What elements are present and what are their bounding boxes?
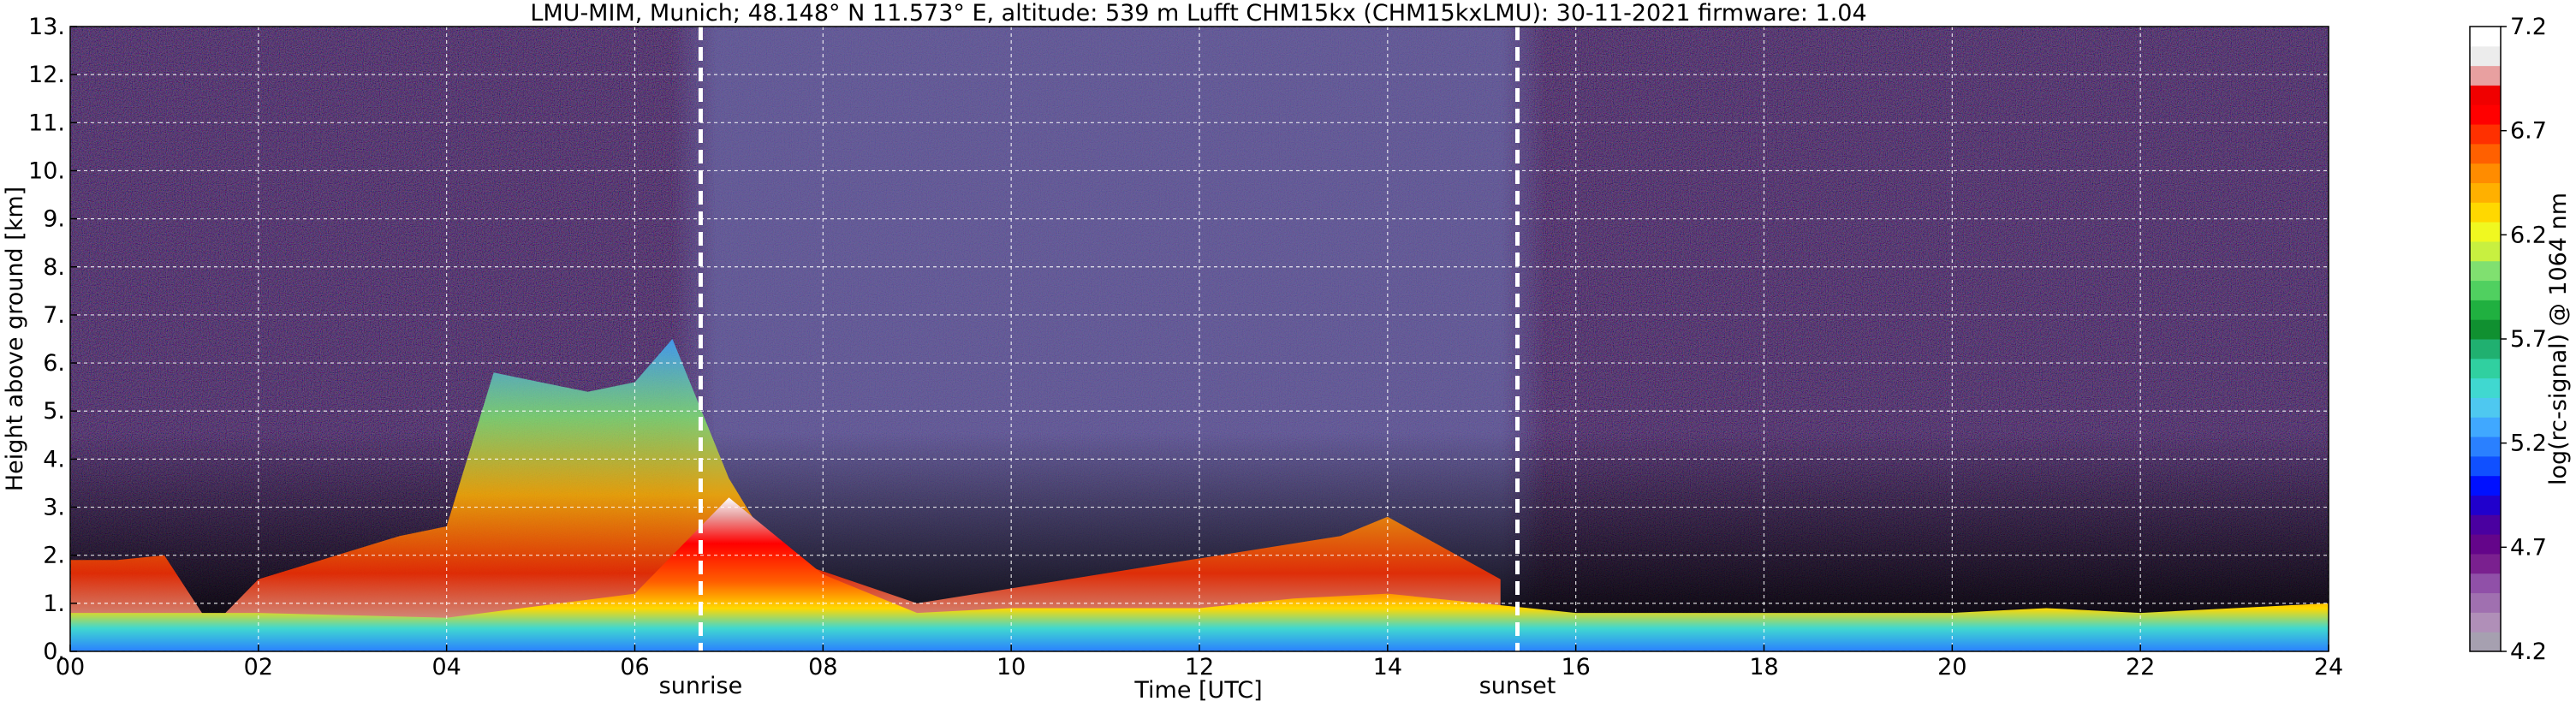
colorbar-swatch <box>2470 280 2501 300</box>
y-tick-label: 9. <box>43 206 65 233</box>
colorbar-swatch <box>2470 495 2501 515</box>
x-tick-label: 08 <box>808 654 837 680</box>
sunset-label: sunset <box>1479 673 1556 699</box>
cloud-layer <box>70 339 1501 651</box>
y-axis-ticks: 0. 1. 2. 3. 4. 5. 6. 7. 8. 9. 10. 11. 12. 13. <box>28 14 77 665</box>
colorbar-tick-label: 7.2 <box>2510 14 2547 40</box>
colorbar-swatch <box>2470 592 2501 613</box>
y-tick-label: 6. <box>43 350 65 377</box>
colorbar-swatch <box>2470 358 2501 379</box>
y-tick-label: 1. <box>43 591 65 617</box>
colorbar-label: log(rc-signal) @ 1064 nm <box>2545 193 2572 485</box>
colorbar-tick-label: 4.7 <box>2510 534 2547 561</box>
colorbar-swatch <box>2470 143 2501 164</box>
colorbar-swatch <box>2470 319 2501 340</box>
colorbar-tick-label: 5.7 <box>2510 326 2547 353</box>
y-tick-label: 5. <box>43 398 65 425</box>
colorbar-swatch <box>2470 300 2501 320</box>
colorbar-swatch <box>2470 377 2501 398</box>
y-tick-label: 3. <box>43 495 65 521</box>
colorbar-swatch <box>2470 437 2501 457</box>
x-tick-label: 10 <box>996 654 1026 680</box>
colorbar-swatch <box>2470 475 2501 496</box>
y-tick-label: 13. <box>28 14 65 40</box>
colorbar-swatch <box>2470 612 2501 633</box>
y-tick-label: 12. <box>28 62 65 88</box>
x-tick-label: 22 <box>2126 654 2155 680</box>
sun-annotations: sunrise sunset <box>659 673 1556 699</box>
colorbar-swatch <box>2470 65 2501 86</box>
colorbar-ticks: 4.2 4.7 5.2 5.7 6.2 6.7 7.2 <box>2501 14 2547 665</box>
x-axis-ticks: 00 02 04 06 08 10 12 14 16 18 20 22 24 <box>56 645 2343 680</box>
colorbar <box>2470 27 2501 652</box>
x-axis-label: Time [UTC] <box>1133 677 1262 704</box>
sunrise-label: sunrise <box>659 673 743 699</box>
colorbar-swatch <box>2470 222 2501 242</box>
y-tick-label: 7. <box>43 302 65 329</box>
boundary-layer <box>70 497 2329 651</box>
y-tick-label: 8. <box>43 254 65 281</box>
colorbar-swatch <box>2470 45 2501 67</box>
colorbar-swatch <box>2470 85 2501 105</box>
colorbar-swatch <box>2470 632 2501 652</box>
grid <box>70 27 2329 651</box>
colorbar-swatch <box>2470 455 2501 477</box>
colorbar-swatch <box>2470 27 2501 47</box>
colorbar-swatch <box>2470 260 2501 282</box>
x-tick-label: 20 <box>1937 654 1966 680</box>
chart-title: LMU-MIM, Munich; 48.148° N 11.573° E, al… <box>530 0 1866 27</box>
x-tick-label: 14 <box>1373 654 1402 680</box>
x-tick-label: 00 <box>56 654 85 680</box>
x-tick-label: 24 <box>2314 654 2343 680</box>
plot-area <box>70 27 2329 651</box>
y-tick-label: 11. <box>28 110 65 136</box>
colorbar-swatch <box>2470 339 2501 359</box>
y-tick-label: 4. <box>43 446 65 472</box>
x-tick-label: 16 <box>1561 654 1590 680</box>
colorbar-swatch <box>2470 241 2501 262</box>
sun-lines <box>698 27 1520 651</box>
x-tick-label: 04 <box>431 654 461 680</box>
colorbar-swatch <box>2470 514 2501 535</box>
colorbar-swatch <box>2470 163 2501 183</box>
colorbar-swatch <box>2470 202 2501 223</box>
colorbar-swatch <box>2470 534 2501 555</box>
colorbar-tick-label: 4.2 <box>2510 639 2547 665</box>
colorbar-swatch <box>2470 182 2501 203</box>
colorbar-swatch <box>2470 104 2501 125</box>
y-tick-label: 10. <box>28 157 65 184</box>
x-tick-label: 02 <box>244 654 273 680</box>
colorbar-swatch <box>2470 573 2501 594</box>
colorbar-swatch <box>2470 553 2501 574</box>
x-tick-label: 18 <box>1749 654 1778 680</box>
colorbar-swatch <box>2470 397 2501 418</box>
y-tick-label: 2. <box>43 543 65 569</box>
y-axis-label: Height above ground [km] <box>2 187 28 491</box>
colorbar-swatch <box>2470 124 2501 145</box>
x-tick-label: 06 <box>620 654 649 680</box>
colorbar-swatch <box>2470 417 2501 437</box>
colorbar-tick-label: 6.2 <box>2510 222 2547 248</box>
x-tick-label: 12 <box>1185 654 1214 680</box>
colorbar-tick-label: 5.2 <box>2510 431 2547 457</box>
y-tick-label: 0. <box>43 639 65 665</box>
colorbar-tick-label: 6.7 <box>2510 118 2547 145</box>
